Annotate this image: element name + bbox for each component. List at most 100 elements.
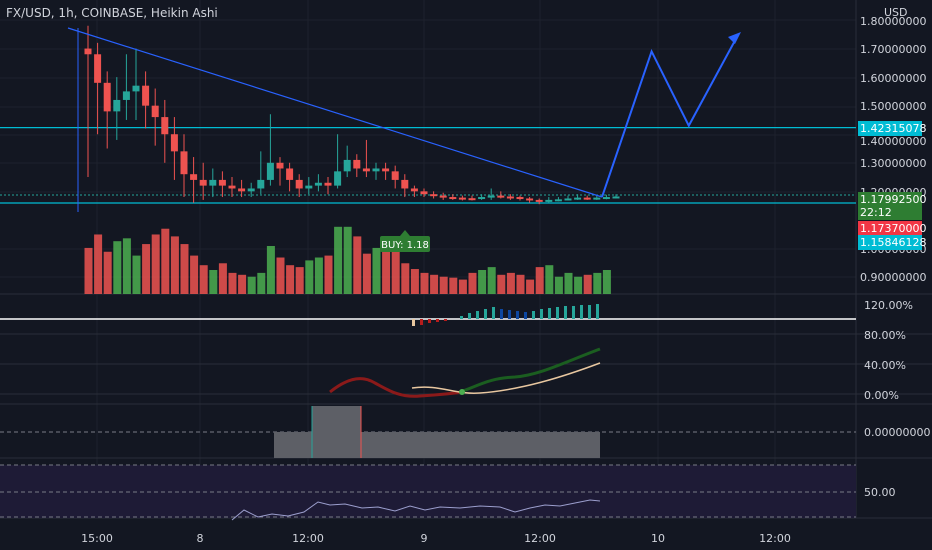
price-tick: 1.70000000 [860, 43, 927, 56]
volume-bar [84, 247, 93, 294]
volume-bar [372, 247, 381, 294]
volume-bar [161, 228, 170, 294]
candle-body [190, 174, 198, 180]
volume-bar [564, 272, 573, 294]
candle-body [583, 197, 591, 200]
price-tick: 1.80000000 [860, 15, 927, 28]
macd-bar [476, 311, 479, 319]
volume-bar [343, 226, 352, 294]
macd-bar [532, 311, 535, 319]
macd-bar [500, 309, 503, 319]
candle-body [199, 179, 207, 186]
volume-bar [439, 276, 448, 294]
oscillator-panel [0, 406, 856, 458]
candle-body [286, 168, 294, 180]
price-tick: 1.50000000 [860, 100, 927, 113]
candle-body [401, 179, 409, 189]
volume-bar [247, 276, 256, 294]
candle-body [122, 91, 130, 100]
volume-bar [151, 234, 160, 294]
time-tick: 12:00 [292, 532, 324, 545]
volume-bar [276, 257, 285, 294]
macd-bar [492, 307, 495, 319]
osc-block-high [312, 406, 361, 432]
volume-bar [602, 270, 611, 294]
stoch-axis-80: 80.00% [864, 329, 906, 342]
candle-body [132, 85, 140, 92]
candle-body [602, 197, 610, 200]
volume-bar [593, 272, 602, 294]
candle-body [238, 188, 246, 192]
volume-bars [84, 226, 611, 294]
volume-bar [257, 272, 266, 294]
candle-body [391, 171, 399, 180]
volume-bar [468, 272, 477, 294]
time-tick: 8 [196, 532, 204, 545]
stoch-d-line [411, 362, 601, 394]
candle-body [478, 197, 486, 200]
rsi-axis-50: 50.00 [864, 486, 896, 499]
candle-body [161, 117, 169, 135]
macd-bar [572, 306, 575, 319]
volume-bar [458, 279, 467, 294]
macd-bar [444, 319, 447, 321]
candle-body [151, 105, 159, 118]
macd-bar [436, 319, 439, 322]
volume-bar [286, 265, 295, 294]
macd-bar [508, 310, 511, 319]
candle-body [314, 182, 322, 186]
candle-body [84, 48, 92, 55]
candle-body [545, 199, 553, 202]
candle-body [535, 199, 543, 202]
candle-body [103, 82, 111, 112]
macd-bar [428, 319, 431, 323]
candle-body [247, 188, 255, 192]
volume-bar [199, 265, 208, 294]
macd-bar [516, 311, 519, 319]
volume-bar [574, 276, 583, 294]
volume-bar [266, 246, 275, 294]
candle-body [94, 54, 102, 83]
volume-bar [324, 255, 333, 294]
level-badge-red[interactable]: 1.17370000 [858, 221, 927, 236]
candle-body [170, 134, 178, 152]
volume-bar [478, 270, 487, 294]
last-price-badge[interactable]: 1.17992500 [858, 192, 927, 207]
candle-body [430, 194, 438, 197]
volume-bar [487, 267, 496, 294]
level-badge-cyan-2[interactable]: 1.15846128 [858, 235, 927, 250]
price-tick: 0.90000000 [860, 271, 927, 284]
volume-bar [535, 267, 544, 294]
level-badge-cyan[interactable]: 1.42315078 [858, 121, 927, 136]
candle-body [228, 185, 236, 189]
volume-bar [449, 277, 458, 294]
volume-bar [391, 247, 400, 294]
candle-body [266, 162, 274, 180]
volume-bar [228, 272, 237, 294]
time-tick: 10 [651, 532, 665, 545]
horizontal-levels[interactable] [0, 28, 856, 212]
macd-bar [548, 308, 551, 319]
candle-body [612, 196, 620, 199]
candle-body [295, 179, 303, 189]
stoch-cross-dot [459, 389, 465, 395]
trendline[interactable] [67, 27, 603, 198]
candle-body [343, 159, 351, 172]
currency-label[interactable]: USD [884, 6, 908, 19]
volume-bar [506, 272, 515, 294]
macd-bar [412, 319, 415, 326]
projection-path[interactable] [601, 33, 740, 198]
projection-arrowhead [728, 32, 741, 44]
volume-bar [190, 255, 199, 294]
candles [84, 25, 620, 205]
candle-body [180, 151, 188, 175]
osc-block-low [274, 432, 600, 458]
candle-body [554, 199, 562, 202]
volume-bar [545, 265, 554, 294]
time-tick: 12:00 [524, 532, 556, 545]
volume-bar [142, 244, 151, 294]
volume-bar [170, 236, 179, 294]
volume-bar [410, 269, 419, 294]
candle-body [458, 197, 466, 200]
